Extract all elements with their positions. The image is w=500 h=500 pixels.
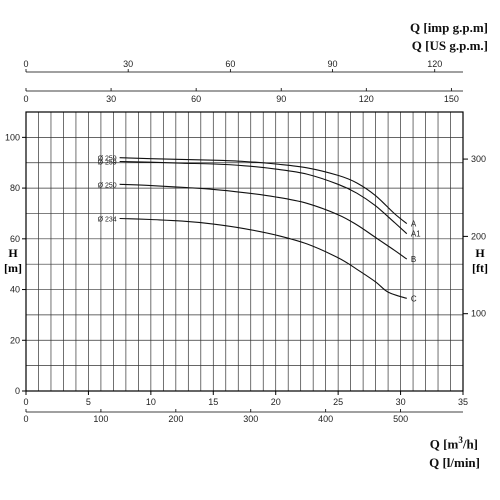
us-gpm-axis-title: Q [US g.p.m.] xyxy=(411,38,488,53)
head-ft-unit: [ft] xyxy=(472,261,488,275)
series-end-label-c: C xyxy=(411,294,417,303)
x-tick-label: 10 xyxy=(146,397,156,407)
series-diameter-label-b: Ø 250 xyxy=(98,182,117,189)
imp-gpm-axis-title: Q [imp g.p.m] xyxy=(410,20,488,35)
chart-axes xyxy=(25,71,464,413)
y-tick-label: 20 xyxy=(10,335,20,345)
m3h-axis-title-sup: 3 xyxy=(458,435,463,445)
lmin-tick-label: 200 xyxy=(168,414,183,424)
us-gpm-tick-label: 0 xyxy=(23,94,28,104)
head-m-symbol: H xyxy=(8,246,18,260)
ft-tick-label: 200 xyxy=(471,231,486,241)
x-tick-label: 30 xyxy=(396,397,406,407)
y-tick-label: 40 xyxy=(10,285,20,295)
series-diameter-label-c: Ø 234 xyxy=(98,217,117,224)
us-gpm-tick-label: 90 xyxy=(276,94,286,104)
head-m-axis-title: H [m] xyxy=(4,246,22,276)
y-tick-label: 60 xyxy=(10,234,20,244)
series-diameter-label-a1: Ø 259 xyxy=(98,159,117,166)
x-tick-label: 25 xyxy=(333,397,343,407)
head-ft-symbol: H xyxy=(475,246,485,260)
x-tick-label: 5 xyxy=(86,397,91,407)
lmin-tick-label: 400 xyxy=(318,414,333,424)
series-diameter-label-a: Ø 259 xyxy=(98,156,117,163)
lmin-tick-label: 100 xyxy=(93,414,108,424)
ft-tick-label: 300 xyxy=(471,154,486,164)
series-end-label-a1: A1 xyxy=(411,230,421,239)
imp-gpm-tick-label: 90 xyxy=(328,59,338,69)
y-tick-label: 80 xyxy=(10,183,20,193)
imp-gpm-tick-label: 0 xyxy=(23,59,28,69)
x-tick-label: 0 xyxy=(23,397,28,407)
imp-gpm-tick-label: 30 xyxy=(123,59,133,69)
x-tick-label: 15 xyxy=(208,397,218,407)
us-gpm-tick-label: 60 xyxy=(191,94,201,104)
imp-gpm-tick-label: 60 xyxy=(225,59,235,69)
imp-gpm-tick-label: 120 xyxy=(427,59,442,69)
lmin-tick-label: 500 xyxy=(393,414,408,424)
head-ft-axis-title: H [ft] xyxy=(472,246,488,276)
lmin-tick-label: 300 xyxy=(243,414,258,424)
series-line-c xyxy=(119,217,407,299)
lmin-axis-title: Q [l/min] xyxy=(429,455,480,470)
us-gpm-tick-label: 30 xyxy=(106,94,116,104)
x-tick-label: 35 xyxy=(458,397,468,407)
series-end-label-b: B xyxy=(411,255,416,264)
series-line-b xyxy=(119,183,408,260)
series-line-a xyxy=(119,157,408,225)
series-end-label-a: A xyxy=(411,220,417,229)
y-tick-label: 0 xyxy=(15,386,20,396)
ft-tick-label: 100 xyxy=(471,309,486,319)
m3h-axis-title-suffix: /h] xyxy=(462,436,478,452)
m3h-axis-title-prefix: Q [m xyxy=(429,436,459,452)
plot-frame xyxy=(25,111,464,392)
chart-grid xyxy=(26,112,463,391)
lmin-tick-label: 0 xyxy=(23,414,28,424)
m3h-axis-title: Q [m3/h] xyxy=(430,435,478,452)
head-m-unit: [m] xyxy=(4,261,22,275)
x-tick-label: 20 xyxy=(271,397,281,407)
us-gpm-tick-label: 120 xyxy=(359,94,374,104)
series-line-a1 xyxy=(119,160,408,235)
y-tick-label: 100 xyxy=(5,132,20,142)
us-gpm-tick-label: 150 xyxy=(444,94,459,104)
